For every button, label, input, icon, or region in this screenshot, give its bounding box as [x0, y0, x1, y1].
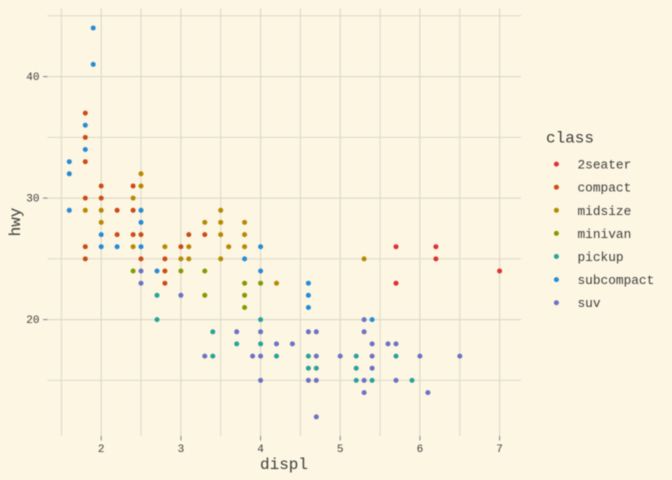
svg-text:2: 2	[98, 444, 105, 456]
svg-text:20: 20	[26, 315, 39, 327]
svg-text:minivan: minivan	[578, 227, 632, 242]
svg-text:5: 5	[337, 444, 344, 456]
svg-text:subcompact: subcompact	[578, 273, 655, 288]
svg-text:40: 40	[26, 72, 39, 84]
svg-text:class: class	[546, 130, 594, 148]
svg-text:suv: suv	[578, 296, 601, 311]
svg-text:midsize: midsize	[578, 204, 632, 219]
svg-text:7: 7	[496, 444, 503, 456]
svg-text:6: 6	[417, 444, 424, 456]
svg-text:hwy: hwy	[7, 207, 25, 236]
svg-text:3: 3	[178, 444, 185, 456]
svg-text:pickup: pickup	[578, 250, 624, 265]
svg-text:2seater: 2seater	[578, 158, 632, 173]
svg-text:displ: displ	[260, 456, 308, 474]
svg-text:4: 4	[257, 444, 264, 456]
svg-text:compact: compact	[578, 181, 632, 196]
svg-text:30: 30	[26, 194, 39, 206]
